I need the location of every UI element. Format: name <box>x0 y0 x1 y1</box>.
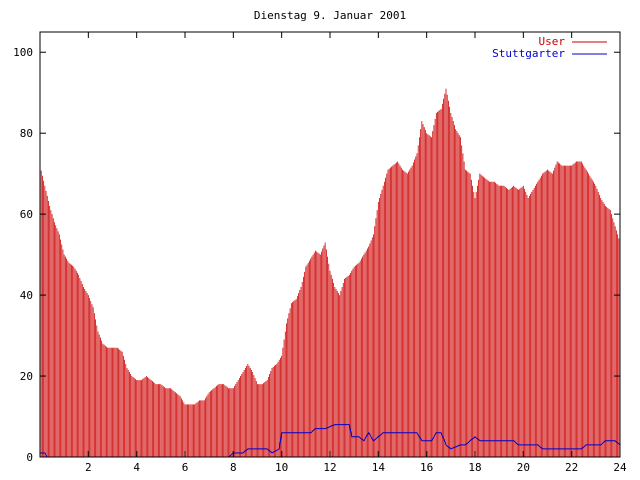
x-tick-label: 18 <box>468 461 481 474</box>
legend-user-label: User <box>539 35 566 48</box>
chart-title: Dienstag 9. Januar 2001 <box>254 9 406 22</box>
x-tick-label: 6 <box>182 461 189 474</box>
x-tick-label: 8 <box>230 461 237 474</box>
y-tick-label: 0 <box>26 451 33 464</box>
x-tick-label: 12 <box>323 461 336 474</box>
x-tick-label: 16 <box>420 461 433 474</box>
y-tick-label: 20 <box>20 370 33 383</box>
x-tick-label: 22 <box>565 461 578 474</box>
y-tick-label: 80 <box>20 127 33 140</box>
x-tick-label: 14 <box>372 461 386 474</box>
x-tick-label: 10 <box>275 461 288 474</box>
x-tick-label: 20 <box>517 461 530 474</box>
x-tick-label: 4 <box>133 461 140 474</box>
y-tick-label: 40 <box>20 289 33 302</box>
y-tick-label: 100 <box>13 46 33 59</box>
plot-group <box>39 88 621 458</box>
legend-group: User Stuttgarter <box>492 35 607 60</box>
x-tick-label: 24 <box>613 461 627 474</box>
x-tick-label: 2 <box>85 461 92 474</box>
legend-stuttgarter-label: Stuttgarter <box>492 47 565 60</box>
y-tick-label: 60 <box>20 208 33 221</box>
